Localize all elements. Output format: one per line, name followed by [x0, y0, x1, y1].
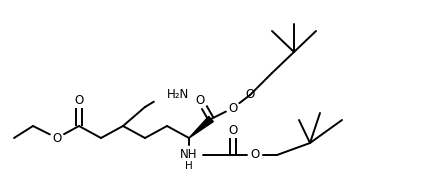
Text: O: O: [195, 94, 205, 107]
Text: NH: NH: [180, 148, 198, 162]
Polygon shape: [189, 116, 213, 138]
Text: O: O: [228, 124, 238, 137]
Text: O: O: [52, 132, 62, 145]
Text: H₂N: H₂N: [167, 89, 189, 102]
Text: O: O: [228, 102, 238, 115]
Text: O: O: [245, 89, 255, 102]
Text: H: H: [185, 161, 193, 171]
Text: O: O: [250, 148, 260, 162]
Text: O: O: [74, 94, 84, 107]
